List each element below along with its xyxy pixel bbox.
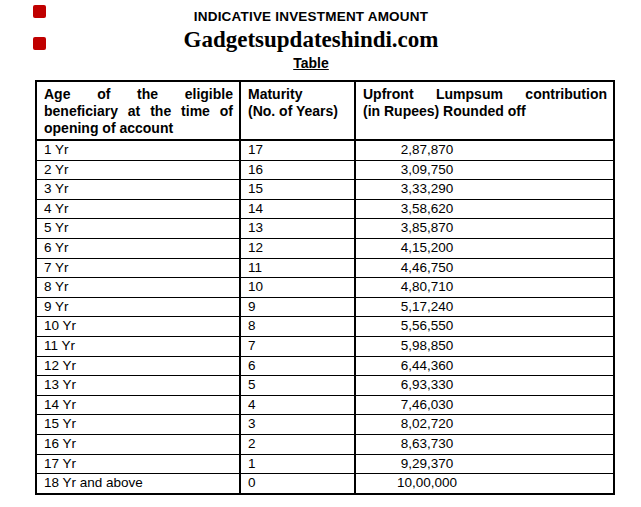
table-row: 12 Yr66,44,360 (36, 356, 614, 376)
maturity-cell: 6 (240, 356, 355, 376)
table-row: 11 Yr75,98,850 (36, 336, 614, 356)
amount-cell: 3,09,750 (355, 160, 614, 180)
table-row: 14 Yr47,46,030 (36, 395, 614, 415)
table-row: 4 Yr143,58,620 (36, 199, 614, 219)
age-cell: 7 Yr (36, 258, 240, 278)
maturity-cell: 0 (240, 474, 355, 494)
table-row: 16 Yr28,63,730 (36, 434, 614, 454)
maturity-cell: 1 (240, 454, 355, 474)
amount-cell: 4,46,750 (355, 258, 614, 278)
maturity-cell: 13 (240, 219, 355, 239)
table-row: 7 Yr114,46,750 (36, 258, 614, 278)
table-row: 3 Yr153,33,290 (36, 180, 614, 200)
amount-cell: 6,93,330 (355, 376, 614, 396)
table-row: 1 Yr172,87,870 (36, 140, 614, 160)
maturity-cell: 8 (240, 317, 355, 337)
amount-cell: 5,56,550 (355, 317, 614, 337)
age-cell: 17 Yr (36, 454, 240, 474)
col-header-age-line: opening of account (44, 120, 233, 137)
age-cell: 8 Yr (36, 278, 240, 298)
age-cell: 11 Yr (36, 336, 240, 356)
table-row: 10 Yr85,56,550 (36, 317, 614, 337)
age-cell: 2 Yr (36, 160, 240, 180)
age-cell: 18 Yr and above (36, 474, 240, 494)
col-header-maturity: Maturity (No. of Years) (240, 81, 355, 140)
maturity-cell: 17 (240, 140, 355, 160)
amount-cell: 3,33,290 (355, 180, 614, 200)
age-cell: 13 Yr (36, 376, 240, 396)
amount-cell: 4,80,710 (355, 278, 614, 298)
amount-cell: 9,29,370 (355, 454, 614, 474)
age-cell: 4 Yr (36, 199, 240, 219)
col-header-amount: Upfront Lumpsum contribution (in Rupees)… (355, 81, 614, 140)
maturity-cell: 16 (240, 160, 355, 180)
table-row: 15 Yr38,02,720 (36, 415, 614, 435)
maturity-cell: 9 (240, 297, 355, 317)
table-row: 13 Yr56,93,330 (36, 376, 614, 396)
maturity-cell: 10 (240, 278, 355, 298)
table-row: 8 Yr104,80,710 (36, 278, 614, 298)
amount-cell: 8,02,720 (355, 415, 614, 435)
maturity-cell: 3 (240, 415, 355, 435)
age-cell: 12 Yr (36, 356, 240, 376)
table-row: 18 Yr and above010,00,000 (36, 474, 614, 494)
amount-cell: 2,87,870 (355, 140, 614, 160)
maturity-cell: 4 (240, 395, 355, 415)
table-row: 6 Yr124,15,200 (36, 238, 614, 258)
table-row: 5 Yr133,85,870 (36, 219, 614, 239)
table-row: 2 Yr163,09,750 (36, 160, 614, 180)
maturity-cell: 5 (240, 376, 355, 396)
age-cell: 9 Yr (36, 297, 240, 317)
table-header-row: Age of the eligible beneficiary at the t… (36, 81, 614, 140)
amount-cell: 5,17,240 (355, 297, 614, 317)
col-header-amount-line: Upfront Lumpsum contribution (363, 86, 607, 103)
table-caption: Table (0, 55, 622, 71)
col-header-maturity-line: Maturity (248, 86, 348, 103)
age-cell: 15 Yr (36, 415, 240, 435)
amount-cell: 3,85,870 (355, 219, 614, 239)
col-header-age-line: Age of the eligible (44, 86, 233, 103)
age-cell: 10 Yr (36, 317, 240, 337)
amount-cell: 5,98,850 (355, 336, 614, 356)
age-cell: 14 Yr (36, 395, 240, 415)
amount-cell: 4,15,200 (355, 238, 614, 258)
amount-cell: 7,46,030 (355, 395, 614, 415)
maturity-cell: 11 (240, 258, 355, 278)
maturity-cell: 14 (240, 199, 355, 219)
page-title: INDICATIVE INVESTMENT AMOUNT (0, 9, 622, 25)
amount-cell: 3,58,620 (355, 199, 614, 219)
col-header-maturity-line: (No. of Years) (248, 103, 348, 120)
maturity-cell: 7 (240, 336, 355, 356)
age-cell: 5 Yr (36, 219, 240, 239)
age-cell: 6 Yr (36, 238, 240, 258)
amount-cell: 10,00,000 (355, 474, 614, 494)
maturity-cell: 15 (240, 180, 355, 200)
table-row: 9 Yr95,17,240 (36, 297, 614, 317)
site-name: Gadgetsupdateshindi.com (0, 27, 622, 53)
amount-cell: 8,63,730 (355, 434, 614, 454)
investment-table: Age of the eligible beneficiary at the t… (35, 80, 615, 495)
col-header-amount-line: (in Rupees) Rounded off (363, 103, 607, 120)
maturity-cell: 2 (240, 434, 355, 454)
table-body: 1 Yr172,87,8702 Yr163,09,7503 Yr153,33,2… (36, 140, 614, 494)
age-cell: 3 Yr (36, 180, 240, 200)
amount-cell: 6,44,360 (355, 356, 614, 376)
col-header-age-line: beneficiary at the time of (44, 103, 233, 120)
maturity-cell: 12 (240, 238, 355, 258)
col-header-age: Age of the eligible beneficiary at the t… (36, 81, 240, 140)
table-row: 17 Yr19,29,370 (36, 454, 614, 474)
document-header: INDICATIVE INVESTMENT AMOUNT Gadgetsupda… (0, 9, 622, 71)
age-cell: 16 Yr (36, 434, 240, 454)
age-cell: 1 Yr (36, 140, 240, 160)
